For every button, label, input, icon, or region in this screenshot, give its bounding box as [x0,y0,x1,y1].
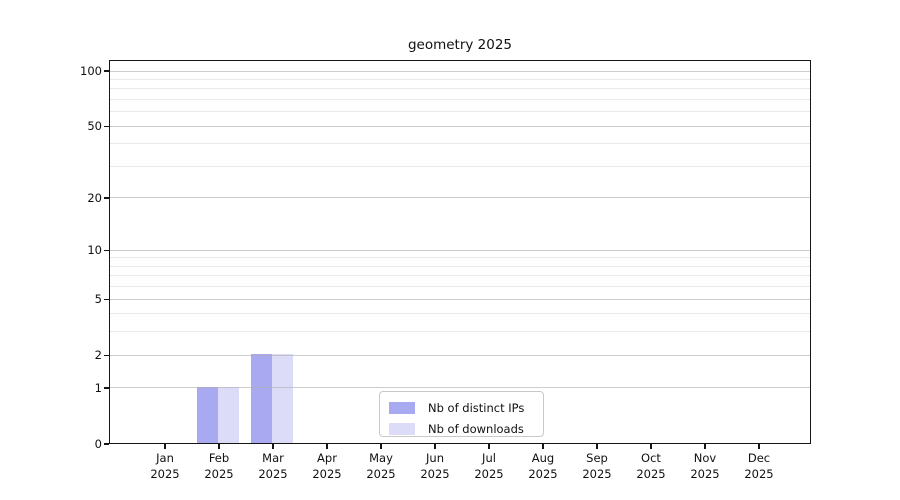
x-tick-label: Feb 2025 [204,451,234,481]
x-tick-label: Mar 2025 [258,451,288,481]
x-tick-label: Jan 2025 [150,451,180,481]
legend: Nb of distinct IPs Nb of downloads [379,391,544,437]
x-tick [758,444,760,449]
major-gridline [110,249,810,251]
y-tick [104,197,109,199]
major-gridline [110,125,810,127]
x-tick [218,444,220,449]
y-tick-label: 20 [87,191,102,206]
legend-label: Nb of distinct IPs [428,400,525,415]
x-tick-label: Jul 2025 [474,451,504,481]
y-tick-label: 5 [94,292,102,307]
y-tick [104,443,109,445]
x-tick [704,444,706,449]
x-tick [272,444,274,449]
minor-gridline [110,313,810,315]
x-tick [434,444,436,449]
y-tick [104,70,109,72]
minor-gridline [110,111,810,113]
minor-gridline [110,99,810,101]
x-tick [164,444,166,449]
y-tick-label: 100 [80,64,102,79]
x-tick [326,444,328,449]
chart-title: geometry 2025 [407,37,513,53]
major-gridline [110,354,810,356]
bar-feb-ips [197,387,219,443]
minor-gridline [110,257,810,259]
legend-row: Nb of distinct IPs [389,397,533,418]
legend-row: Nb of downloads [389,418,533,439]
minor-gridline [110,166,810,167]
bar-mar-ips [251,354,273,443]
y-tick [104,249,109,251]
y-tick [104,354,109,356]
x-tick-label: Aug 2025 [528,451,558,481]
major-gridline [110,197,810,199]
x-tick [380,444,382,449]
x-tick-label: Oct 2025 [636,451,666,481]
minor-gridline [110,79,810,81]
minor-gridline [110,275,810,277]
y-tick [104,387,109,389]
y-tick-label: 0 [94,437,102,451]
x-tick [542,444,544,449]
minor-gridline [110,265,810,267]
x-tick-label: May 2025 [366,451,396,481]
y-tick-label: 2 [94,348,102,363]
x-tick-label: Sep 2025 [582,451,612,481]
minor-gridline [110,88,810,90]
y-tick-label: 10 [87,243,102,258]
bar-mar-downloads [272,354,294,443]
minor-gridline [110,143,810,145]
x-tick [596,444,598,449]
legend-swatch-distinct-ips [389,401,415,414]
major-gridline [110,70,810,72]
x-tick-label: Nov 2025 [690,451,720,481]
y-tick-label: 1 [94,381,102,395]
y-tick-label: 50 [87,119,102,134]
y-tick [104,125,109,128]
y-tick [104,298,109,300]
legend-swatch-downloads [389,422,415,435]
minor-gridline [110,331,810,333]
plot-area [109,60,811,444]
x-tick-label: Apr 2025 [312,451,342,481]
x-tick-label: Dec 2025 [744,451,774,481]
legend-label: Nb of downloads [428,421,524,436]
major-gridline [110,387,810,389]
x-tick [650,444,652,449]
major-gridline [110,298,810,300]
bar-feb-downloads [218,387,240,443]
minor-gridline [110,286,810,288]
x-tick-label: Jun 2025 [420,451,450,481]
x-tick [488,444,490,449]
